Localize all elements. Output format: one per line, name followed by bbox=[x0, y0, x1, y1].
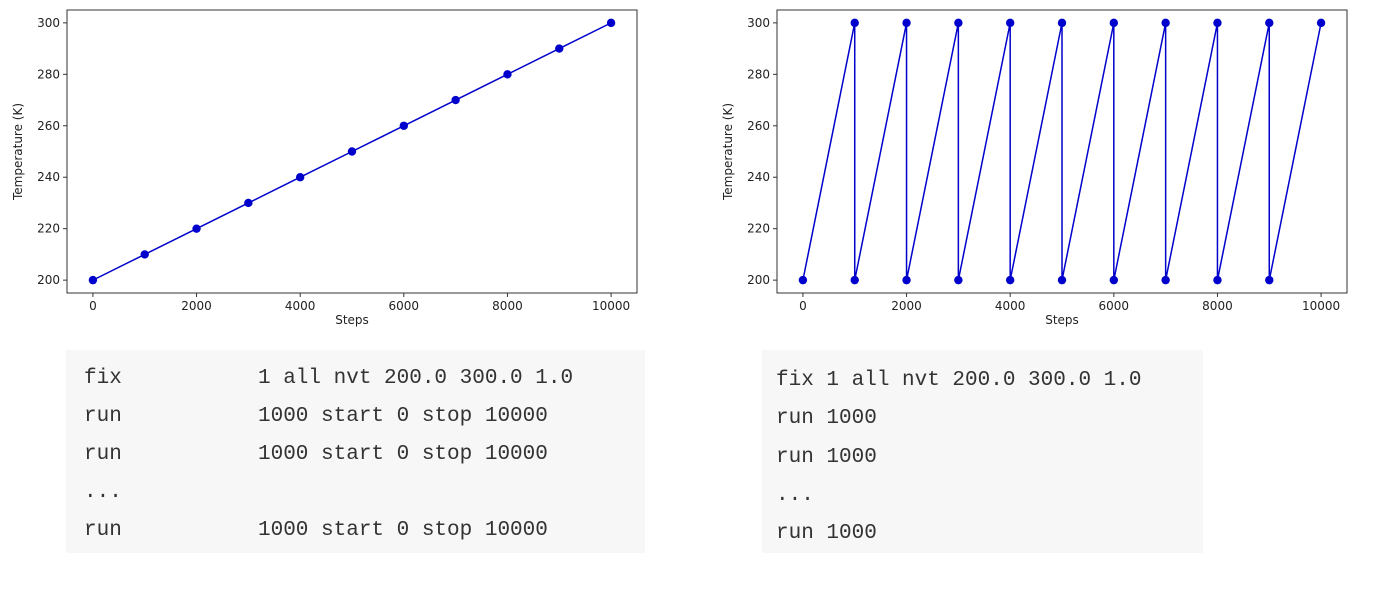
data-point bbox=[902, 275, 911, 285]
data-point bbox=[555, 44, 564, 53]
y-axis-label: Temperature (K) bbox=[721, 103, 735, 201]
code-block-right: fix 1 all nvt 200.0 300.0 1.0 run 1000 r… bbox=[762, 350, 1203, 553]
code-keyword: run bbox=[84, 443, 122, 466]
data-point bbox=[1005, 18, 1015, 28]
data-point bbox=[850, 275, 859, 285]
y-axis-label: Temperature (K) bbox=[11, 103, 25, 201]
data-point bbox=[244, 198, 253, 208]
y-tick-label: 220 bbox=[747, 222, 770, 236]
code-line: fix 1 all nvt 200.0 300.0 1.0 bbox=[84, 367, 573, 459]
code-line: run 1000 start 0 stop 10000 bbox=[84, 443, 548, 535]
y-tick-label: 280 bbox=[747, 67, 770, 81]
data-point bbox=[798, 275, 808, 285]
code-line: run 1000 start 0 stop 10000 bbox=[84, 519, 548, 611]
code-keyword: fix bbox=[84, 367, 122, 390]
data-point bbox=[1316, 18, 1326, 28]
chart-linear-ramp: 0 2000 4000 6000 8000 10000 200 220 240 260 280 300… bbox=[11, 9, 638, 327]
y-tick-label: 200 bbox=[37, 273, 60, 287]
code-args: 1000 start 0 stop 10000 bbox=[258, 405, 548, 428]
x-tick-label: 0 bbox=[799, 299, 807, 313]
code-args: 1 all nvt 200.0 300.0 1.0 bbox=[258, 367, 574, 390]
y-tick-label: 220 bbox=[37, 222, 60, 236]
y-tick-label: 240 bbox=[37, 170, 60, 184]
x-axis-label: Steps bbox=[1045, 313, 1079, 327]
x-tick-label: 4000 bbox=[995, 299, 1026, 313]
code-keyword: run bbox=[84, 519, 122, 542]
data-point bbox=[503, 70, 512, 79]
data-point bbox=[88, 275, 98, 285]
code-line: run 1000 start 0 stop 10000 bbox=[84, 405, 548, 497]
data-point bbox=[1057, 18, 1067, 28]
x-tick-label: 10000 bbox=[592, 299, 630, 313]
y-tick-label: 260 bbox=[747, 119, 770, 133]
code-line: run 1000 bbox=[776, 407, 877, 430]
y-tick-label: 280 bbox=[37, 67, 60, 81]
data-point bbox=[850, 18, 859, 28]
x-tick-label: 8000 bbox=[492, 299, 523, 313]
code-line: ... bbox=[84, 481, 134, 573]
data-point bbox=[1265, 275, 1274, 285]
data-point bbox=[902, 18, 911, 28]
code-args: 1000 start 0 stop 10000 bbox=[258, 443, 548, 466]
code-keyword: ... bbox=[84, 481, 122, 504]
data-point bbox=[1161, 18, 1170, 28]
x-tick-label: 10000 bbox=[1302, 299, 1340, 313]
data-point bbox=[954, 275, 963, 285]
code-line: fix 1 all nvt 200.0 300.0 1.0 bbox=[776, 369, 1142, 392]
code-block-left: fix 1 all nvt 200.0 300.0 1.0 run 1000 s… bbox=[66, 350, 645, 553]
y-tick-label: 240 bbox=[747, 170, 770, 184]
code-line: run 1000 bbox=[776, 446, 877, 469]
data-point bbox=[399, 121, 409, 130]
data-point bbox=[1109, 275, 1119, 285]
data-point bbox=[1005, 275, 1015, 285]
x-tick-label: 6000 bbox=[389, 299, 420, 313]
x-axis-label: Steps bbox=[335, 313, 369, 327]
x-tick-label: 2000 bbox=[891, 299, 922, 313]
data-point bbox=[192, 224, 201, 233]
chart-sawtooth-ramp: 0 2000 4000 6000 8000 10000 200 220 240 260 280 300… bbox=[721, 9, 1348, 327]
data-point bbox=[1057, 275, 1067, 285]
data-point bbox=[606, 18, 616, 28]
data-point bbox=[1213, 18, 1222, 28]
code-line: run 1000 bbox=[776, 522, 877, 545]
data-point bbox=[1265, 18, 1274, 28]
data-point bbox=[1213, 275, 1222, 285]
y-tick-label: 300 bbox=[747, 16, 770, 30]
data-point bbox=[451, 95, 460, 105]
y-tick-label: 200 bbox=[747, 273, 770, 287]
plot-frame bbox=[66, 9, 638, 294]
code-args: 1000 start 0 stop 10000 bbox=[258, 519, 548, 542]
x-tick-label: 6000 bbox=[1099, 299, 1130, 313]
data-point bbox=[295, 173, 305, 182]
plot-frame bbox=[776, 9, 1348, 294]
x-tick-label: 4000 bbox=[285, 299, 316, 313]
data-point bbox=[1109, 18, 1119, 28]
x-tick-label: 2000 bbox=[181, 299, 212, 313]
data-point bbox=[140, 250, 149, 259]
data-point bbox=[954, 18, 963, 28]
code-keyword: run bbox=[84, 405, 122, 428]
x-tick-label: 0 bbox=[89, 299, 97, 313]
y-tick-label: 260 bbox=[37, 119, 60, 133]
series-line bbox=[802, 22, 1322, 281]
y-tick-label: 300 bbox=[37, 16, 60, 30]
x-tick-label: 8000 bbox=[1202, 299, 1233, 313]
data-point bbox=[1161, 275, 1170, 285]
data-point bbox=[347, 147, 357, 156]
code-line: ... bbox=[776, 484, 814, 507]
